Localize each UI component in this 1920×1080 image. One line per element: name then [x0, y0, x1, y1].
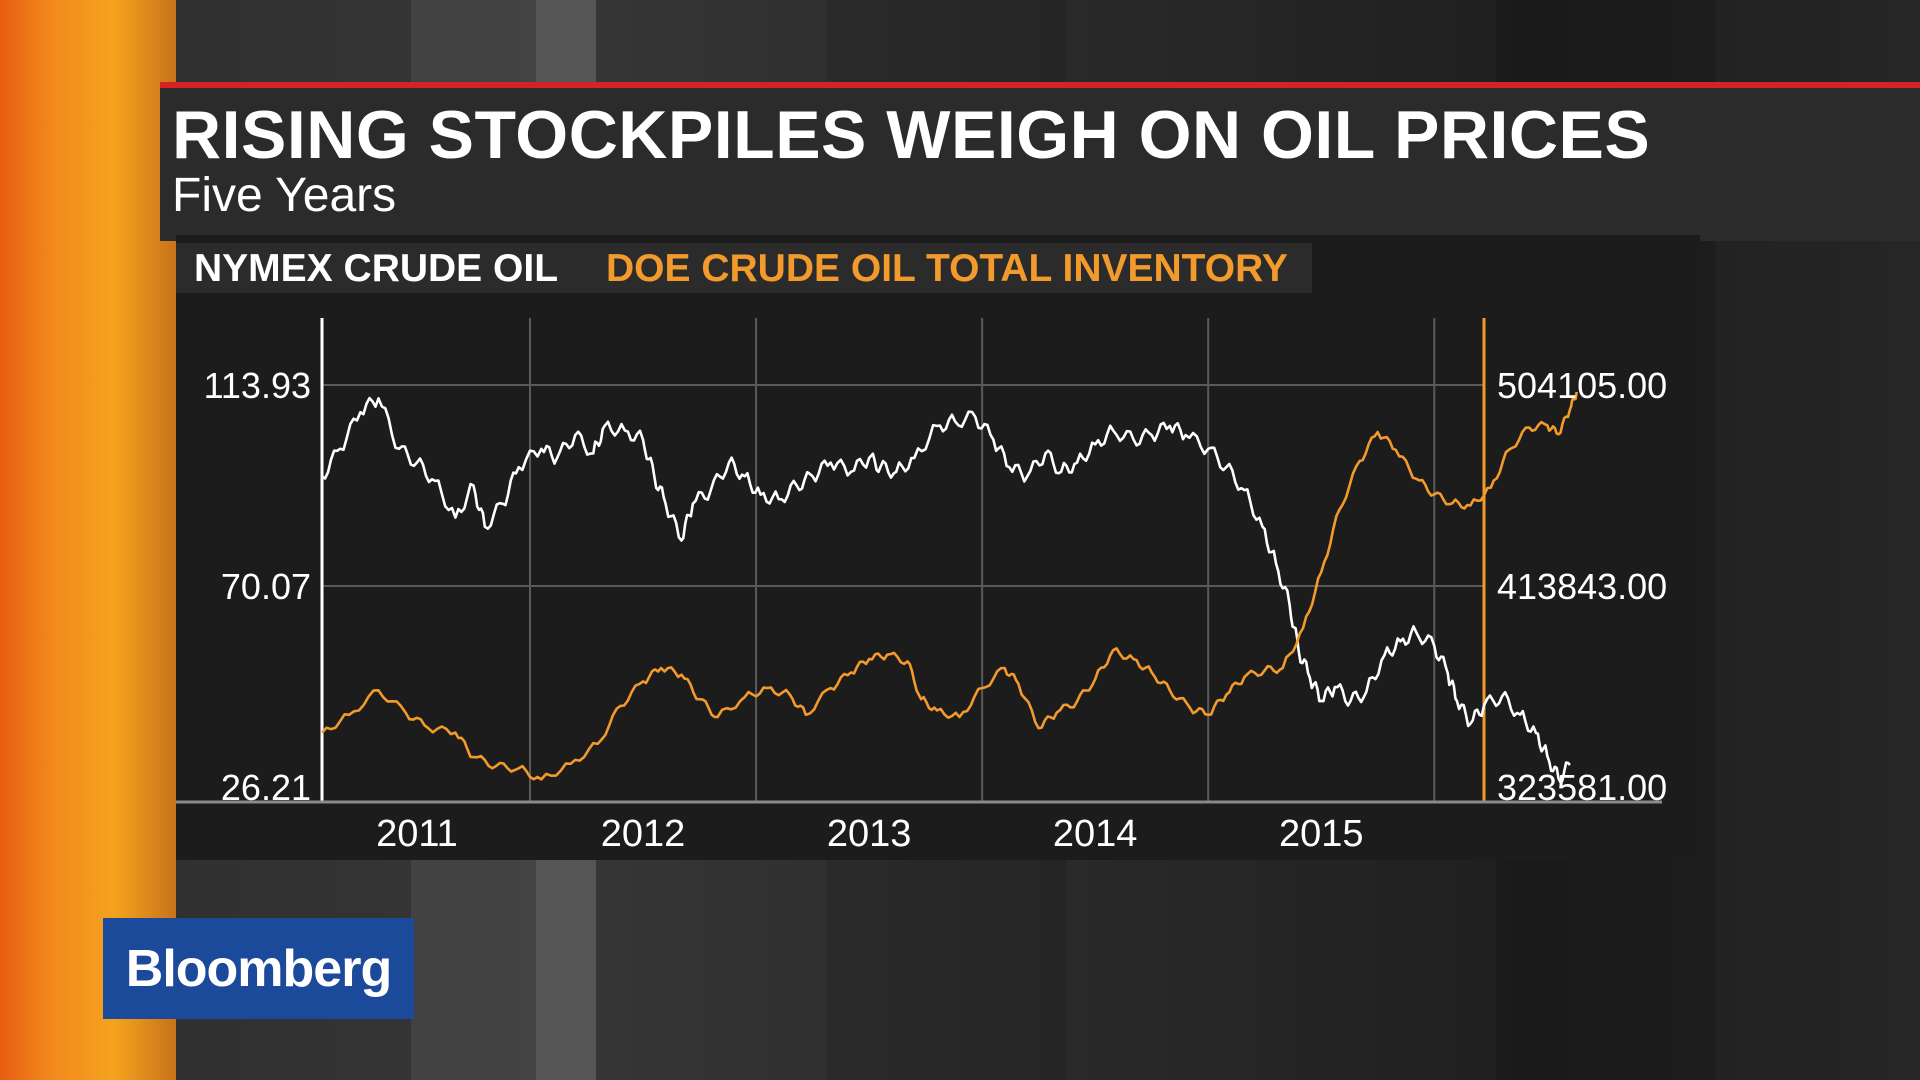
series [321, 391, 1578, 784]
legend [176, 243, 1312, 293]
x-tick-label: 2012 [601, 813, 686, 855]
y-right-tick-label: 413843.00 [1497, 566, 1667, 607]
tick-labels: 113.93 70.07 26.21 504105.00 413843.00 323581… [204, 365, 1668, 855]
chart-subtitle: Five Years [172, 169, 397, 222]
x-tick-label: 2013 [827, 813, 912, 855]
series-line-nymex-crude-oil [321, 396, 1571, 784]
bloomberg-logo: Bloomberg [103, 918, 414, 1019]
y-right-tick-label: 504105.00 [1497, 365, 1667, 406]
title-banner [160, 82, 1920, 241]
chart-title: RISING STOCKPILES WEIGH ON OIL PRICES [172, 97, 1651, 173]
axes [176, 318, 1662, 804]
legend-item-inventory: DOE CRUDE OIL TOTAL INVENTORY [606, 247, 1288, 290]
chart-panel [176, 235, 1700, 860]
x-tick-label: 2011 [376, 813, 458, 855]
series-line-doe-inventory [321, 391, 1578, 781]
x-tick-label: 2015 [1279, 813, 1364, 855]
y-left-tick-label: 70.07 [221, 566, 311, 607]
legend-item-price: NYMEX CRUDE OIL [194, 247, 559, 290]
orange-side-stripe [0, 0, 176, 1080]
x-tick-label: 2014 [1053, 813, 1138, 855]
brand-label: Bloomberg [125, 939, 392, 998]
y-right-tick-label: 323581.00 [1497, 767, 1667, 808]
y-left-tick-label: 113.93 [204, 365, 311, 406]
grid [322, 318, 1484, 802]
y-left-tick-label: 26.21 [221, 767, 311, 808]
